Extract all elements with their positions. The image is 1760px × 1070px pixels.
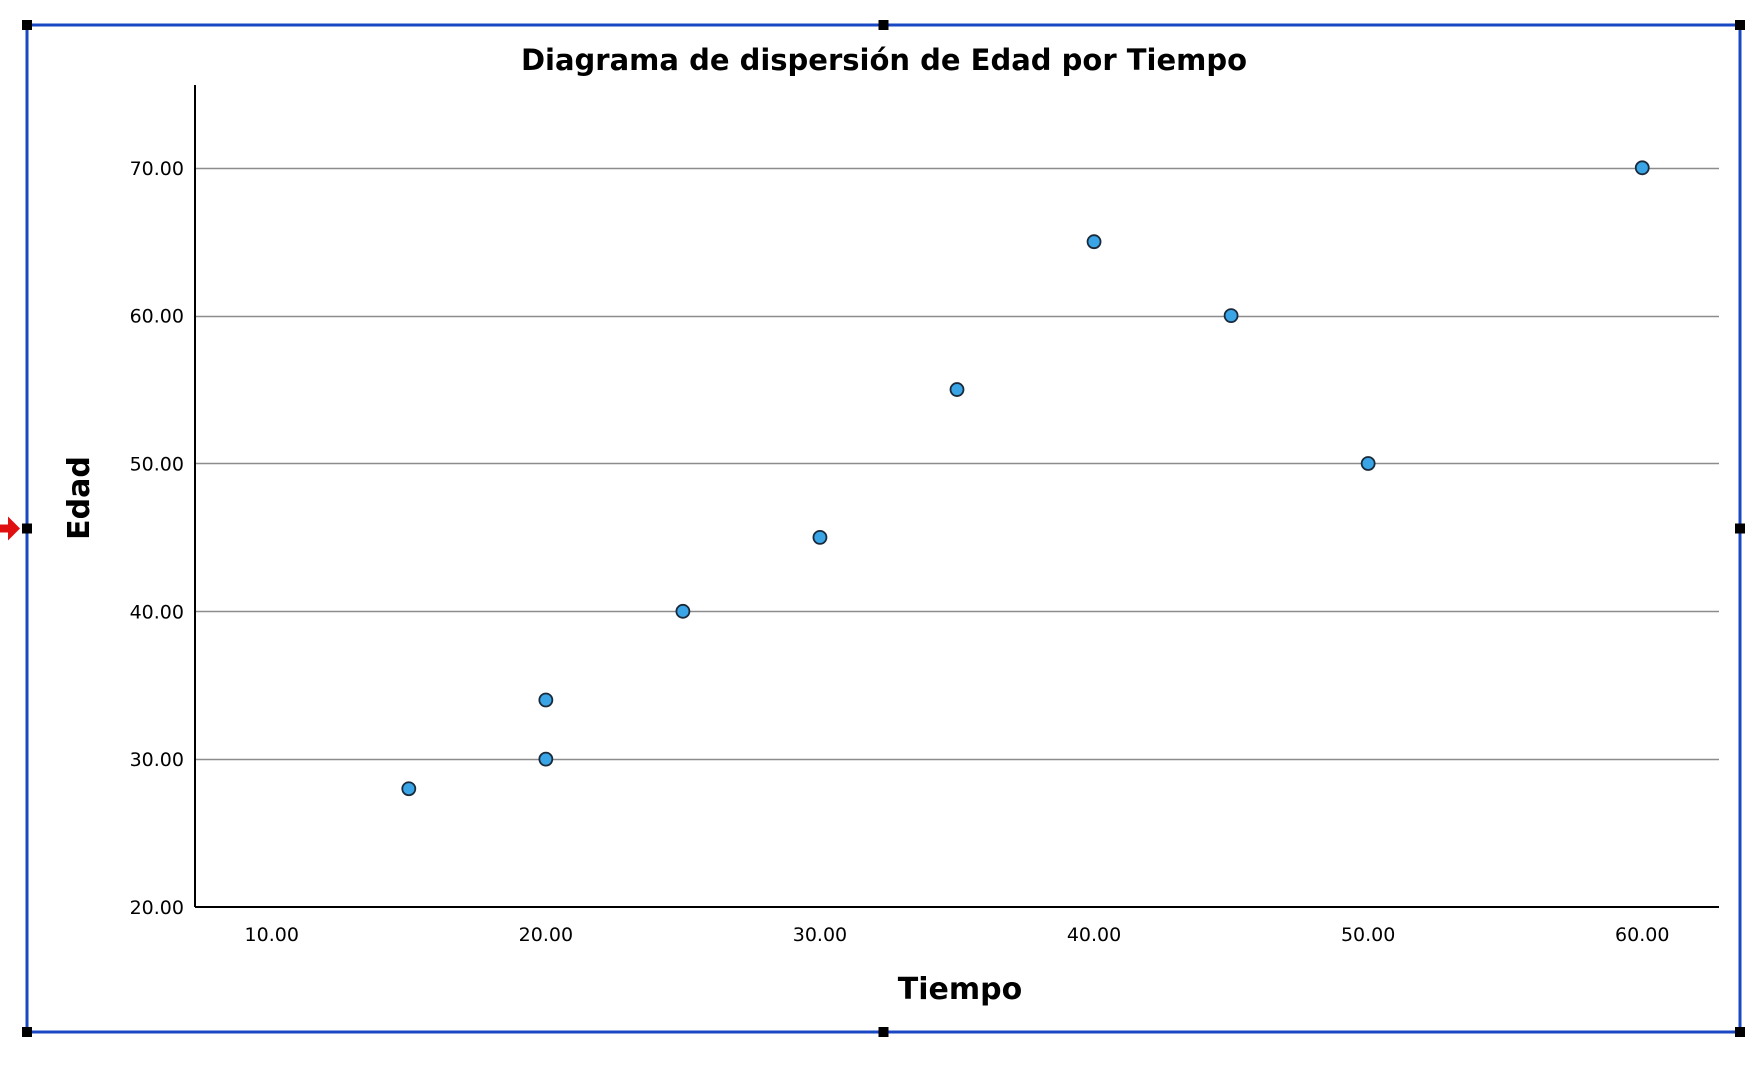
y-tick-label: 20.00 <box>130 897 184 919</box>
x-tick-label: 60.00 <box>1615 924 1669 946</box>
y-tick-label: 30.00 <box>130 749 184 771</box>
x-tick-label: 40.00 <box>1067 924 1121 946</box>
data-point <box>949 382 965 397</box>
y-tick-label: 60.00 <box>130 306 184 328</box>
data-point <box>675 603 691 619</box>
data-point <box>1634 160 1650 176</box>
y-tick-label: 50.00 <box>130 453 184 475</box>
chart-title: Diagrama de dispersión de Edad por Tiemp… <box>521 43 1247 77</box>
data-point <box>401 781 417 797</box>
y-tick-label: 70.00 <box>130 158 184 180</box>
data-point <box>1360 456 1376 471</box>
marker-arrow-icon <box>0 516 20 541</box>
resize-handle[interactable] <box>22 1027 32 1037</box>
x-tick-label: 10.00 <box>245 924 299 946</box>
data-point <box>812 529 828 545</box>
data-point <box>538 692 554 708</box>
resize-handle[interactable] <box>22 523 32 534</box>
data-point <box>1223 308 1239 324</box>
x-tick-label: 50.00 <box>1341 924 1395 946</box>
data-point <box>1086 234 1102 250</box>
x-tick-label: 30.00 <box>793 924 847 946</box>
resize-handle[interactable] <box>1735 1027 1745 1037</box>
resize-handle[interactable] <box>1735 523 1745 534</box>
selection-border <box>25 23 1742 1034</box>
resize-handle[interactable] <box>1735 20 1745 30</box>
resize-handle[interactable] <box>878 1027 889 1037</box>
resize-handle[interactable] <box>878 20 889 30</box>
x-axis-title: Tiempo <box>898 972 1022 1007</box>
x-tick-labels: 10.00 20.00 30.00 40.00 50.00 60.00 <box>245 924 1670 946</box>
data-points <box>401 160 1650 797</box>
gridlines <box>195 167 1719 761</box>
y-tick-label: 40.00 <box>130 601 184 623</box>
y-axis-title: Edad <box>62 456 97 540</box>
chart-selection-frame[interactable] <box>0 20 1745 1037</box>
data-point <box>538 751 554 767</box>
x-tick-label: 20.00 <box>519 924 573 946</box>
resize-handle[interactable] <box>22 20 32 30</box>
y-tick-labels: 20.00 30.00 40.00 50.00 60.00 70.00 <box>130 158 184 919</box>
axes <box>194 85 1719 908</box>
